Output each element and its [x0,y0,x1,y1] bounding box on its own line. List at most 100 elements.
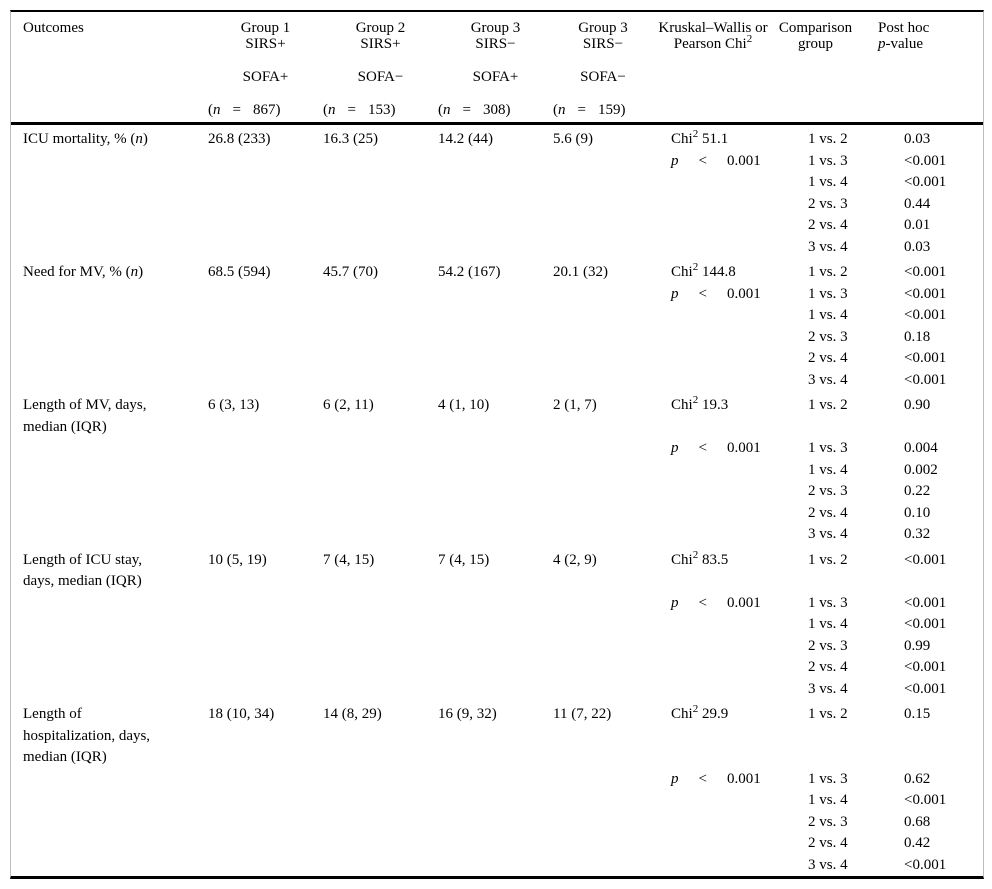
group-sofa-label: SOFA+ [472,69,519,85]
stat-line [671,747,773,769]
posthoc-pvalue-cell: 0.15 0.62 <0.001 0.68 0.42 <0.001 [878,704,983,876]
stat-line: Chi2 51.1 [671,129,773,151]
pvalue-item: 0.62 [904,770,931,787]
chi-superscript: 2 [692,128,699,140]
equals-sign: = [462,102,471,118]
comparison-item: 2 vs. 3 [808,813,848,830]
n-variable: n [213,102,221,118]
posthoc-pvalue-cell: <0.001 <0.001 <0.001 0.99 <0.001 <0.001 [878,550,983,701]
p-threshold-value: 0.001 [726,152,761,169]
less-than-operator: < [698,594,707,611]
comparison-item [808,747,878,769]
pvalue-item: 0.68 [904,813,931,830]
group-3-value-cell: 16 (9, 32) [438,704,553,876]
group-1-value-cell: 10 (5, 19) [208,550,323,701]
group-3-value-cell: 7 (4, 15) [438,550,553,701]
posthoc-header-rest: -value [885,36,923,52]
comparison-item: 2 vs. 3 [808,195,848,212]
pvalue-item: <0.001 [904,285,947,302]
group-value: 7 (4, 15) [323,551,375,568]
comparison-item: 1 vs. 4 [808,461,848,478]
stat-line: p <0.001 [671,769,773,791]
group-1-value-cell: 68.5 (594) [208,262,323,391]
pvalue-item: 0.99 [904,637,931,654]
comparison-item: 3 vs. 4 [808,680,848,697]
p-variable: p [878,36,886,52]
pvalue-item: 0.01 [904,217,931,233]
outcome-label-line: Length of ICU stay, [23,550,208,572]
equals-sign: = [577,102,586,118]
outcomes-header-label: Outcomes [23,20,84,36]
group-value: 45.7 (70) [323,264,378,280]
chi-superscript: 2 [692,261,699,273]
comparison-item [808,726,878,748]
comparison-item: 2 vs. 4 [808,835,848,851]
comparison-item: 2 vs. 4 [808,659,848,675]
pvalue-item: 0.42 [904,835,931,851]
group-value: 6 (2, 11) [323,397,374,413]
n-open-paren: ( [438,102,443,118]
comparison-item: 1 vs. 4 [808,307,848,323]
stat-line: Chi2 83.5 [671,549,773,572]
group-2-value-cell: 45.7 (70) [323,262,438,391]
pvalue-item: 0.03 [904,131,931,147]
pvalue-item: <0.001 [904,659,947,675]
group-sirs-label: SIRS− [582,36,624,52]
statistic-cell: Chi2 51.1 p <0.001 [653,129,773,258]
stat-line: p <0.001 [671,593,773,615]
comparison-item [808,417,878,439]
label-text: ) [142,131,148,147]
outcome-row: Length of hospitalization, days, median (I… [11,700,983,876]
outcome-row: Length of ICU stay, days, median (IQR) 10 … [11,546,983,701]
posthoc-header-line2: p-value [878,36,983,52]
column-header-group-3-sofa-plus: Group 3 SIRS− SOFA+ (n = 308) [438,12,553,122]
chi-value: 144.8 [698,264,736,280]
group-value: 68.5 (594) [208,264,271,280]
pvalue-item: 0.18 [904,328,931,345]
group-value: 16.3 (25) [323,131,378,147]
pvalue-item: <0.001 [904,594,947,611]
comparison-group-cell: 1 vs. 2 1 vs. 3 1 vs. 4 2 vs. 3 2 vs. 4 3 vs… [773,395,878,546]
posthoc-pvalue-cell: 0.90 0.004 0.002 0.22 0.10 0.32 [878,395,983,546]
group-n-line: (n = 159) [553,102,653,118]
group-sirs-label: SIRS− [475,36,516,52]
group-4-value-cell: 20.1 (32) [553,262,653,391]
p-threshold-value: 0.001 [726,285,761,302]
group-1-value-cell: 18 (10, 34) [208,704,323,876]
p-variable: p [671,152,679,169]
comparison-item: 3 vs. 4 [808,856,848,873]
pvalue-item: <0.001 [904,551,947,568]
group-sofa-label: SOFA− [357,69,404,85]
less-than-operator: < [698,285,707,302]
equals-sign: = [347,102,356,118]
group-value: 7 (4, 15) [438,551,490,568]
chi-label: Chi [671,264,693,280]
label-text: median (IQR) [23,418,107,435]
group-sofa-label: SOFA+ [242,69,289,85]
comparison-item: 1 vs. 3 [808,152,848,169]
group-1-value-cell: 26.8 (233) [208,129,323,258]
column-header-comparison-group: Comparison group [773,12,878,122]
column-header-group-1: Group 1 SIRS+ SOFA+ (n = 867) [208,12,323,122]
group-4-value-cell: 4 (2, 9) [553,550,653,701]
chi-label: Chi [671,706,693,722]
pvalue-item: 0.002 [904,461,938,478]
comparison-item: 1 vs. 4 [808,174,848,190]
n-variable: n [328,102,336,118]
stat-line [671,417,773,439]
group-title: Group 3 [470,20,521,36]
stat-line: Chi2 19.3 [671,395,773,417]
pvalue-item: <0.001 [904,152,947,169]
pvalue-item: <0.001 [904,264,947,280]
n-variable: n [558,102,566,118]
comparison-item: 1 vs. 3 [808,770,848,787]
group-n-line: (n = 308) [438,102,553,118]
outcome-label-cell: Length of hospitalization, days, median (I… [11,704,208,876]
pvalue-item: <0.001 [904,350,947,366]
pvalue-item: <0.001 [904,371,947,388]
comparison-item: 1 vs. 2 [808,706,848,722]
label-text: Need for MV, % ( [23,264,131,280]
p-variable: p [671,440,679,456]
label-text: median (IQR) [23,749,107,765]
